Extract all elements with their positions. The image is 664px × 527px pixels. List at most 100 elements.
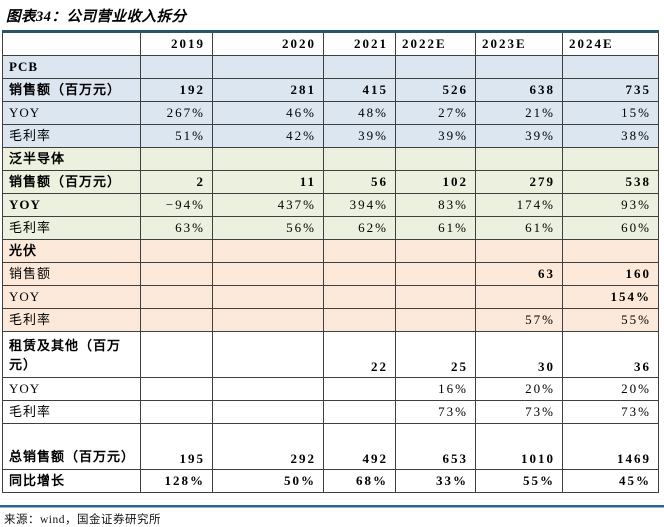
table-row: 毛利率 63% 56% 62% 61% 61% 60%	[2, 216, 659, 240]
table-row: 租赁及其他（百万元） 22 25 30 36	[2, 331, 659, 378]
row-label: YOY	[2, 101, 141, 125]
value-cell: 93%	[562, 193, 659, 217]
row-label: 总销售额（百万元）	[2, 423, 141, 470]
value-cell: 63	[475, 262, 563, 286]
value-cell: 1010	[475, 423, 563, 470]
value-cell	[140, 308, 213, 332]
value-cell	[475, 285, 563, 309]
row-label: 销售额	[2, 262, 141, 286]
value-cell	[395, 262, 476, 286]
row-label: 同比增长	[2, 469, 141, 493]
value-cell	[140, 377, 213, 401]
table-row: 总销售额（百万元） 195 292 492 653 1010 1469	[2, 423, 659, 470]
value-cell: 73%	[562, 400, 659, 424]
value-cell	[140, 239, 213, 263]
value-cell: 20%	[562, 377, 659, 401]
value-cell: 174%	[475, 193, 563, 217]
value-cell: 15%	[562, 101, 659, 125]
row-label: 毛利率	[2, 124, 141, 148]
value-cell	[323, 239, 396, 263]
value-cell	[140, 55, 213, 79]
value-cell	[475, 55, 563, 79]
value-cell	[323, 262, 396, 286]
table-row: 毛利率 51% 42% 39% 39% 39% 38%	[2, 124, 659, 148]
value-cell: 492	[323, 423, 396, 470]
value-cell: 27%	[395, 101, 476, 125]
table-row: 泛半导体	[2, 147, 659, 171]
value-cell	[212, 308, 324, 332]
value-cell: 102	[395, 170, 476, 194]
year-column-header: 2020	[212, 31, 324, 56]
row-label: 光伏	[2, 239, 141, 263]
value-cell: 192	[140, 78, 213, 102]
value-cell	[395, 239, 476, 263]
table-row: 毛利率 73% 73% 73%	[2, 400, 659, 424]
table-row: YOY 154%	[2, 285, 659, 309]
value-cell: 394%	[323, 193, 396, 217]
year-column-header: 2019	[140, 31, 213, 56]
value-cell	[475, 239, 563, 263]
row-label: 毛利率	[2, 400, 141, 424]
value-cell	[140, 262, 213, 286]
table-row: YOY 16% 20% 20%	[2, 377, 659, 401]
value-cell: 33%	[395, 469, 476, 493]
row-label: 毛利率	[2, 216, 141, 240]
table-row: 光伏	[2, 239, 659, 263]
value-cell	[212, 285, 324, 309]
value-cell	[562, 55, 659, 79]
value-cell: 267%	[140, 101, 213, 125]
value-cell: 46%	[212, 101, 324, 125]
value-cell: 73%	[475, 400, 563, 424]
value-cell: 21%	[475, 101, 563, 125]
table-row: PCB	[2, 55, 659, 79]
figure-title: 图表34：公司营业收入拆分	[6, 9, 187, 25]
value-cell: 48%	[323, 101, 396, 125]
table-row: 同比增长 128% 50% 68% 33% 55% 45%	[2, 469, 659, 493]
value-cell	[323, 377, 396, 401]
value-cell	[395, 285, 476, 309]
row-label: YOY	[2, 377, 141, 401]
row-label: PCB	[2, 55, 141, 79]
revenue-breakdown-table: 2019 2020 2021 2022E 2023E 2024E PCB 销售额（百万元） 1…	[2, 30, 659, 493]
table-row: 毛利率 57% 55%	[2, 308, 659, 332]
value-cell: 55%	[562, 308, 659, 332]
value-cell: 39%	[395, 124, 476, 148]
value-cell	[323, 400, 396, 424]
value-cell	[323, 285, 396, 309]
table-row: YOY 267% 46% 48% 27% 21% 15%	[2, 101, 659, 125]
value-cell: 73%	[395, 400, 476, 424]
value-cell: 735	[562, 78, 659, 102]
value-cell: 11	[212, 170, 324, 194]
value-cell: 538	[562, 170, 659, 194]
value-cell	[212, 147, 324, 171]
corner-cell	[2, 31, 141, 56]
value-cell: 63%	[140, 216, 213, 240]
value-cell	[562, 147, 659, 171]
value-cell: 56	[323, 170, 396, 194]
value-cell	[212, 262, 324, 286]
value-cell: 57%	[475, 308, 563, 332]
value-cell: −94%	[140, 193, 213, 217]
value-cell	[140, 147, 213, 171]
value-cell: 51%	[140, 124, 213, 148]
table-row: 销售额（百万元） 2 11 56 102 279 538	[2, 170, 659, 194]
value-cell	[475, 147, 563, 171]
value-cell: 22	[323, 331, 396, 378]
value-cell: 2	[140, 170, 213, 194]
value-cell: 68%	[323, 469, 396, 493]
value-cell	[323, 55, 396, 79]
value-cell	[212, 331, 324, 378]
value-cell: 83%	[395, 193, 476, 217]
row-label: YOY	[2, 285, 141, 309]
value-cell: 56%	[212, 216, 324, 240]
value-cell: 30	[475, 331, 563, 378]
row-label: YOY	[2, 193, 141, 217]
value-cell	[212, 239, 324, 263]
bottom-divider-rule	[0, 505, 664, 508]
value-cell	[562, 239, 659, 263]
value-cell: 61%	[475, 216, 563, 240]
value-cell	[323, 308, 396, 332]
value-cell: 437%	[212, 193, 324, 217]
table-row: 销售额（百万元） 192 281 415 526 638 735	[2, 78, 659, 102]
value-cell	[212, 55, 324, 79]
